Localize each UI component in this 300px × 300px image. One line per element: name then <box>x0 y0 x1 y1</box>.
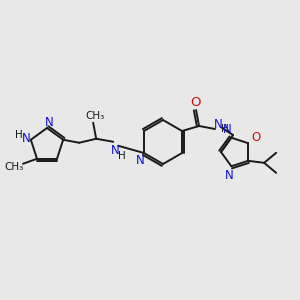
Text: N: N <box>214 118 222 130</box>
Text: N: N <box>225 169 234 182</box>
Text: CH₃: CH₃ <box>4 162 24 172</box>
Text: N: N <box>223 123 232 136</box>
Text: O: O <box>190 97 200 110</box>
Text: N: N <box>111 144 119 157</box>
Text: N: N <box>136 154 144 166</box>
Text: H: H <box>221 124 229 134</box>
Text: N: N <box>45 116 53 128</box>
Text: H: H <box>118 151 126 161</box>
Text: O: O <box>251 131 261 144</box>
Text: H: H <box>15 130 23 140</box>
Text: N: N <box>22 132 30 145</box>
Text: CH₃: CH₃ <box>85 111 105 121</box>
